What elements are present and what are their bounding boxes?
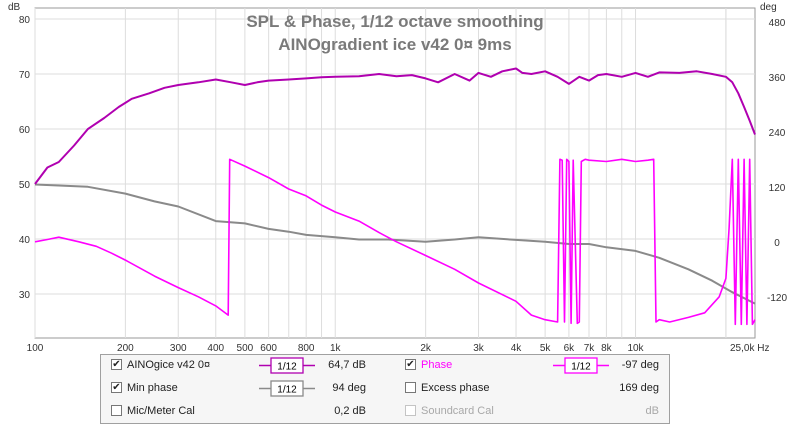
series-line-phase: [34, 158, 756, 326]
y-tick-left: 80: [19, 15, 31, 26]
spl-phase-chart: 100 200 300 400 500 600 800 1k 2k 3k 4k 5k 6k 7k 8k 10k…: [8, 2, 788, 354]
y-tick-right: 0: [774, 238, 780, 249]
soundcard-cal-checkbox[interactable]: [405, 405, 416, 416]
y-tick-left: 50: [19, 180, 31, 191]
phase-smoothing-icon[interactable]: 1/12: [553, 357, 609, 374]
y-tick-right: 240: [769, 128, 786, 139]
x-tick-label: 500: [237, 343, 254, 354]
y-tick-right: -120: [767, 293, 787, 304]
excess-phase-checkbox[interactable]: [405, 382, 416, 393]
x-tick-label: 300: [170, 343, 187, 354]
excess-phase-label: Excess phase: [421, 382, 490, 394]
spl-label: AINOgice v42 0¤: [127, 359, 211, 371]
y-tick-left: 30: [19, 290, 31, 301]
min-phase-label: Min phase: [127, 382, 178, 394]
x-tick-label: 6k: [564, 343, 576, 354]
svg-text:1/12: 1/12: [277, 385, 297, 396]
chart-subtitle: AINOgradient ice v42 0¤ 9ms: [278, 35, 511, 54]
x-tick-label: 400: [207, 343, 224, 354]
mic-cal-value: 0,2 dB: [334, 405, 366, 417]
x-tick-label: 5k: [540, 343, 552, 354]
spl-value: 64,7 dB: [328, 359, 366, 371]
series-group: [34, 67, 756, 326]
axes: 100 200 300 400 500 600 800 1k 2k 3k 4k 5k 6k 7k 8k 10k…: [19, 15, 788, 354]
mic-cal-checkbox[interactable]: [111, 405, 122, 416]
y-tick-right: 120: [769, 183, 786, 194]
x-tick-label: 3k: [473, 343, 485, 354]
soundcard-cal-label: Soundcard Cal: [421, 405, 494, 417]
phase-label: Phase: [421, 359, 453, 371]
legend-row-minphase: ✔ Min phase 1/12 94 deg Excess phase 169…: [101, 378, 669, 400]
x-tick-label: 100: [27, 343, 44, 354]
x-tick-label: 600: [260, 343, 277, 354]
phase-value: -97 deg: [621, 359, 659, 371]
x-tick-label: 7k: [584, 343, 596, 354]
mic-cal-label: Mic/Meter Cal: [127, 405, 195, 417]
min-phase-checkbox[interactable]: ✔: [111, 382, 122, 393]
excess-phase-value: 169 deg: [619, 382, 659, 394]
plot-area: [34, 7, 756, 339]
y-tick-left: 70: [19, 70, 31, 81]
min-phase-smoothing-icon[interactable]: 1/12: [259, 380, 315, 397]
x-tick-label: 1k: [330, 343, 342, 354]
spl-smoothing-icon[interactable]: 1/12: [259, 357, 315, 374]
x-tick-label: 10k: [627, 343, 644, 354]
svg-text:1/12: 1/12: [277, 362, 297, 373]
x-tick-label: 200: [117, 343, 134, 354]
y-tick-right: 360: [769, 73, 786, 84]
legend-row-cal: Mic/Meter Cal 0,2 dB Soundcard Cal dB: [101, 401, 669, 423]
svg-text:1/12: 1/12: [571, 362, 591, 373]
series-line-min-phase: [34, 183, 756, 305]
chart-title: SPL & Phase, 1/12 octave smoothing: [246, 12, 543, 31]
right-axis-unit: deg: [760, 2, 777, 13]
y-tick-left: 60: [19, 125, 31, 136]
left-axis-unit: dB: [8, 2, 21, 13]
soundcard-cal-value: dB: [645, 405, 659, 417]
spl-checkbox[interactable]: ✔: [111, 359, 122, 370]
x-tick-label: 2k: [420, 343, 432, 354]
legend-row-spl: ✔ AINOgice v42 0¤ 1/12 64,7 dB ✔ Phase 1…: [101, 355, 669, 377]
x-tick-label: 25,0k Hz: [730, 343, 769, 354]
y-tick-left: 40: [19, 235, 31, 246]
grid: [34, 8, 755, 338]
phase-checkbox[interactable]: ✔: [405, 359, 416, 370]
x-tick-label: 4k: [511, 343, 523, 354]
y-tick-right: 480: [769, 18, 786, 29]
legend-panel: ✔ AINOgice v42 0¤ 1/12 64,7 dB ✔ Phase 1…: [100, 354, 670, 424]
x-tick-label: 800: [298, 343, 315, 354]
min-phase-value: 94 deg: [332, 382, 366, 394]
series-line-ainogice-v42-0: [34, 67, 756, 185]
x-tick-label: 8k: [601, 343, 613, 354]
